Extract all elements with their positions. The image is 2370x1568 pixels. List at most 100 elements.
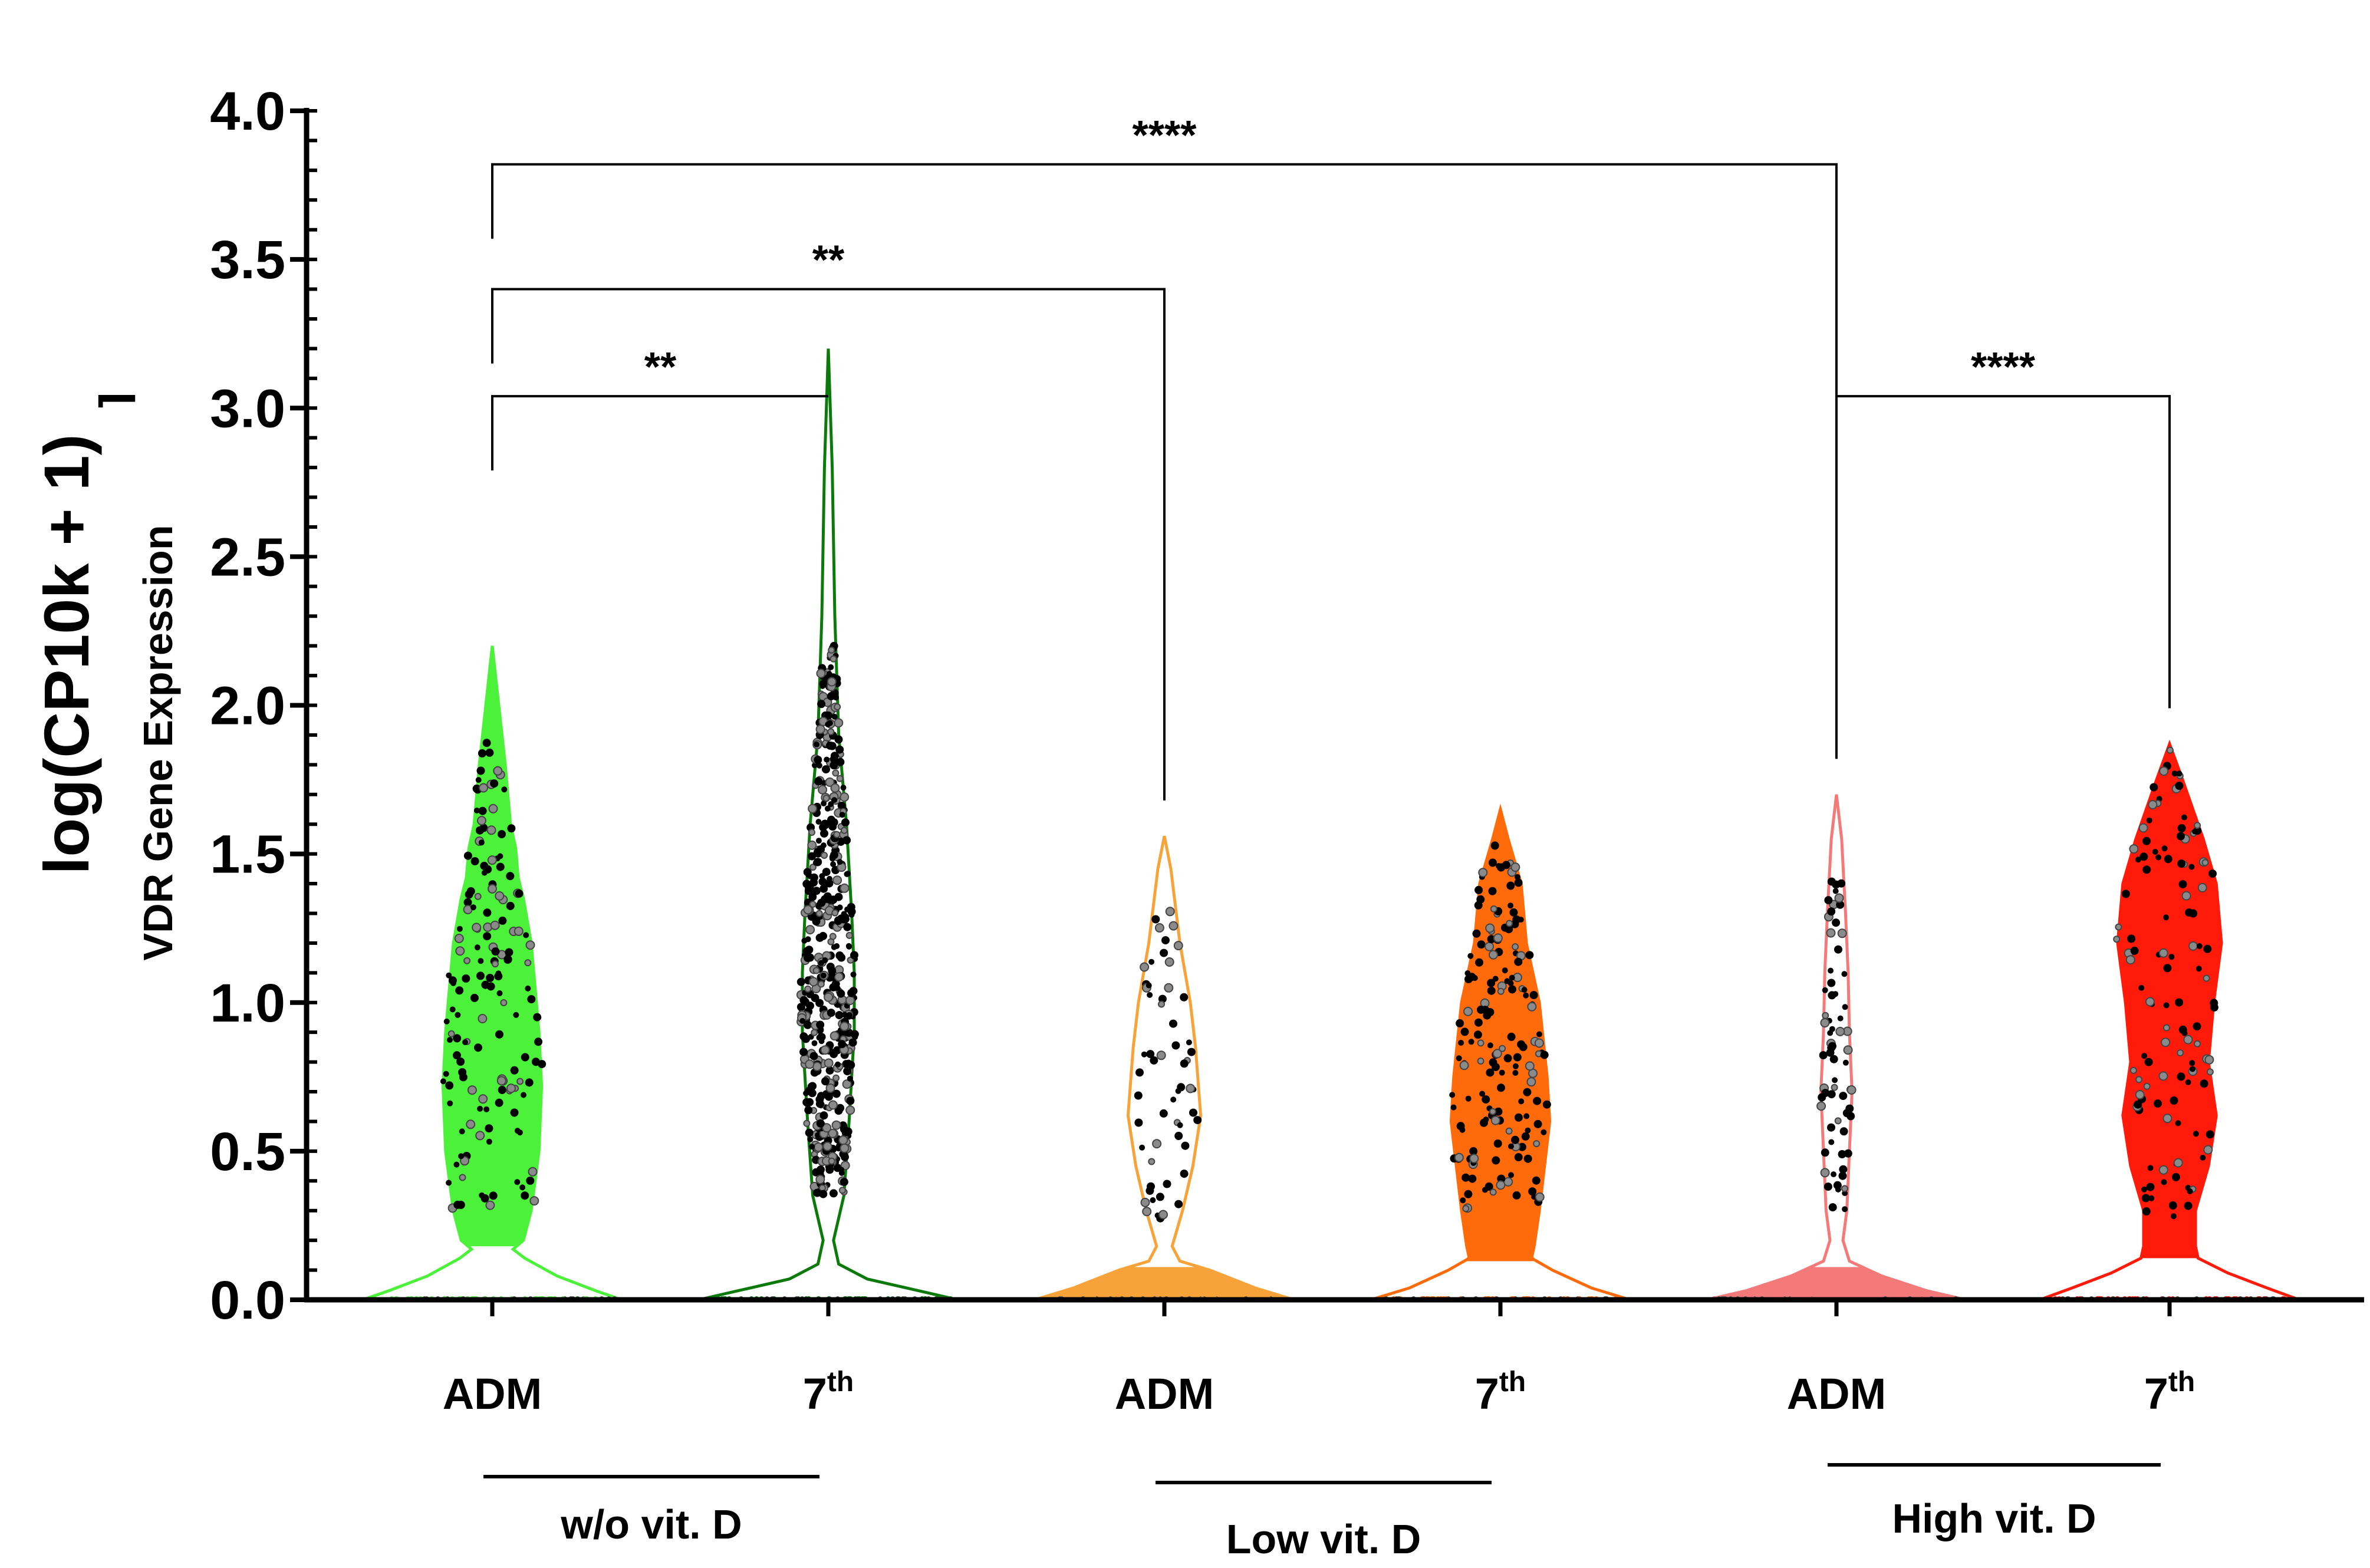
data-dot bbox=[1532, 1176, 1540, 1185]
data-dot bbox=[480, 1194, 489, 1203]
data-dot bbox=[819, 680, 828, 689]
data-dot bbox=[1168, 921, 1179, 931]
data-dot bbox=[1469, 1154, 1479, 1164]
data-dot bbox=[846, 1096, 855, 1105]
data-dot bbox=[1142, 1207, 1152, 1217]
data-dot bbox=[829, 933, 837, 940]
data-dot bbox=[2185, 1079, 2191, 1085]
data-dot bbox=[1510, 862, 1520, 872]
data-dot bbox=[2173, 1158, 2183, 1168]
data-dot bbox=[820, 829, 828, 838]
data-dot bbox=[814, 849, 822, 858]
data-dot bbox=[1169, 1019, 1177, 1028]
data-dot bbox=[1836, 900, 1845, 909]
data-dot bbox=[832, 875, 842, 885]
x-tick-label: ADM bbox=[1787, 1369, 1887, 1418]
data-dot bbox=[1150, 1197, 1156, 1203]
data-dot bbox=[1140, 1197, 1150, 1207]
data-dot bbox=[2135, 857, 2141, 863]
data-dot bbox=[470, 857, 479, 865]
data-dot bbox=[814, 1142, 824, 1152]
data-dot bbox=[1492, 1156, 1500, 1165]
data-dot bbox=[485, 748, 494, 757]
data-dot bbox=[2183, 1035, 2193, 1045]
data-dot bbox=[453, 1051, 461, 1060]
data-dot bbox=[1499, 1045, 1506, 1052]
data-dot bbox=[814, 742, 820, 747]
data-dot bbox=[524, 959, 532, 967]
data-dot bbox=[1540, 1050, 1549, 1059]
data-dot bbox=[840, 1178, 848, 1187]
x-tick-label: ADM bbox=[443, 1369, 542, 1418]
data-dot bbox=[491, 947, 500, 956]
data-dot bbox=[2185, 908, 2194, 917]
data-dot bbox=[799, 1032, 808, 1041]
data-dot bbox=[828, 664, 834, 670]
data-dot bbox=[1526, 1077, 1536, 1087]
data-dot bbox=[538, 1060, 547, 1069]
data-dot bbox=[1180, 993, 1189, 1002]
data-dot bbox=[2194, 822, 2201, 829]
data-dot bbox=[456, 1058, 465, 1066]
data-dot bbox=[2203, 1145, 2213, 1155]
data-dot bbox=[1508, 1143, 1514, 1149]
data-dot bbox=[843, 923, 852, 931]
data-dot bbox=[831, 713, 838, 720]
data-dot bbox=[831, 909, 839, 917]
data-dot bbox=[843, 819, 850, 825]
data-dot bbox=[1147, 991, 1153, 998]
data-dot bbox=[2161, 1179, 2167, 1185]
data-dot bbox=[838, 1167, 845, 1173]
data-dot bbox=[1828, 1203, 1837, 1212]
data-dot bbox=[830, 1050, 838, 1059]
data-dot bbox=[812, 887, 821, 895]
data-dot bbox=[819, 873, 825, 879]
data-dot bbox=[2203, 974, 2210, 982]
data-dot bbox=[486, 1138, 492, 1145]
data-dot bbox=[1458, 1040, 1464, 1046]
data-dot bbox=[462, 1039, 468, 1045]
data-dot bbox=[1462, 1205, 1470, 1213]
violins-layer bbox=[362, 348, 2300, 1302]
data-dot bbox=[2163, 964, 2172, 973]
data-dot bbox=[1826, 928, 1836, 938]
data-dot bbox=[1839, 1127, 1848, 1136]
data-dot bbox=[796, 977, 805, 986]
data-dot bbox=[1506, 881, 1515, 890]
data-dot bbox=[463, 898, 472, 907]
data-dot bbox=[503, 956, 512, 964]
data-dot bbox=[1484, 941, 1495, 951]
data-dot bbox=[815, 999, 824, 1007]
data-dot bbox=[826, 671, 832, 677]
data-dot bbox=[2168, 1201, 2177, 1210]
data-dot bbox=[1827, 1123, 1835, 1132]
data-dot bbox=[1821, 1148, 1829, 1157]
y-tick-label: 1.0 bbox=[210, 973, 285, 1033]
data-dot bbox=[2163, 1002, 2170, 1009]
data-dot bbox=[808, 884, 814, 890]
data-dot bbox=[2189, 1060, 2195, 1066]
data-dot bbox=[820, 1045, 830, 1055]
data-dot bbox=[828, 1157, 835, 1165]
data-dot bbox=[821, 801, 827, 806]
data-dot bbox=[2175, 998, 2184, 1007]
data-dot bbox=[834, 718, 844, 728]
data-dot bbox=[2177, 1049, 2184, 1057]
data-dot bbox=[513, 1012, 519, 1018]
data-dot bbox=[2164, 855, 2172, 864]
data-dot bbox=[827, 741, 832, 747]
violin-outline-high_adm bbox=[1706, 794, 1967, 1302]
data-dot bbox=[835, 918, 841, 925]
data-dot bbox=[831, 1120, 841, 1130]
data-dot bbox=[2125, 955, 2135, 965]
data-dot bbox=[2143, 1082, 2151, 1090]
data-dot bbox=[828, 801, 834, 808]
data-dot bbox=[478, 958, 484, 964]
data-dot bbox=[2175, 782, 2184, 790]
data-dot bbox=[2158, 1071, 2168, 1081]
data-dot bbox=[1469, 1147, 1478, 1155]
data-dot bbox=[2115, 923, 2122, 931]
data-dot bbox=[521, 1191, 529, 1200]
data-dot bbox=[1134, 1118, 1143, 1127]
data-dot bbox=[2142, 865, 2151, 874]
